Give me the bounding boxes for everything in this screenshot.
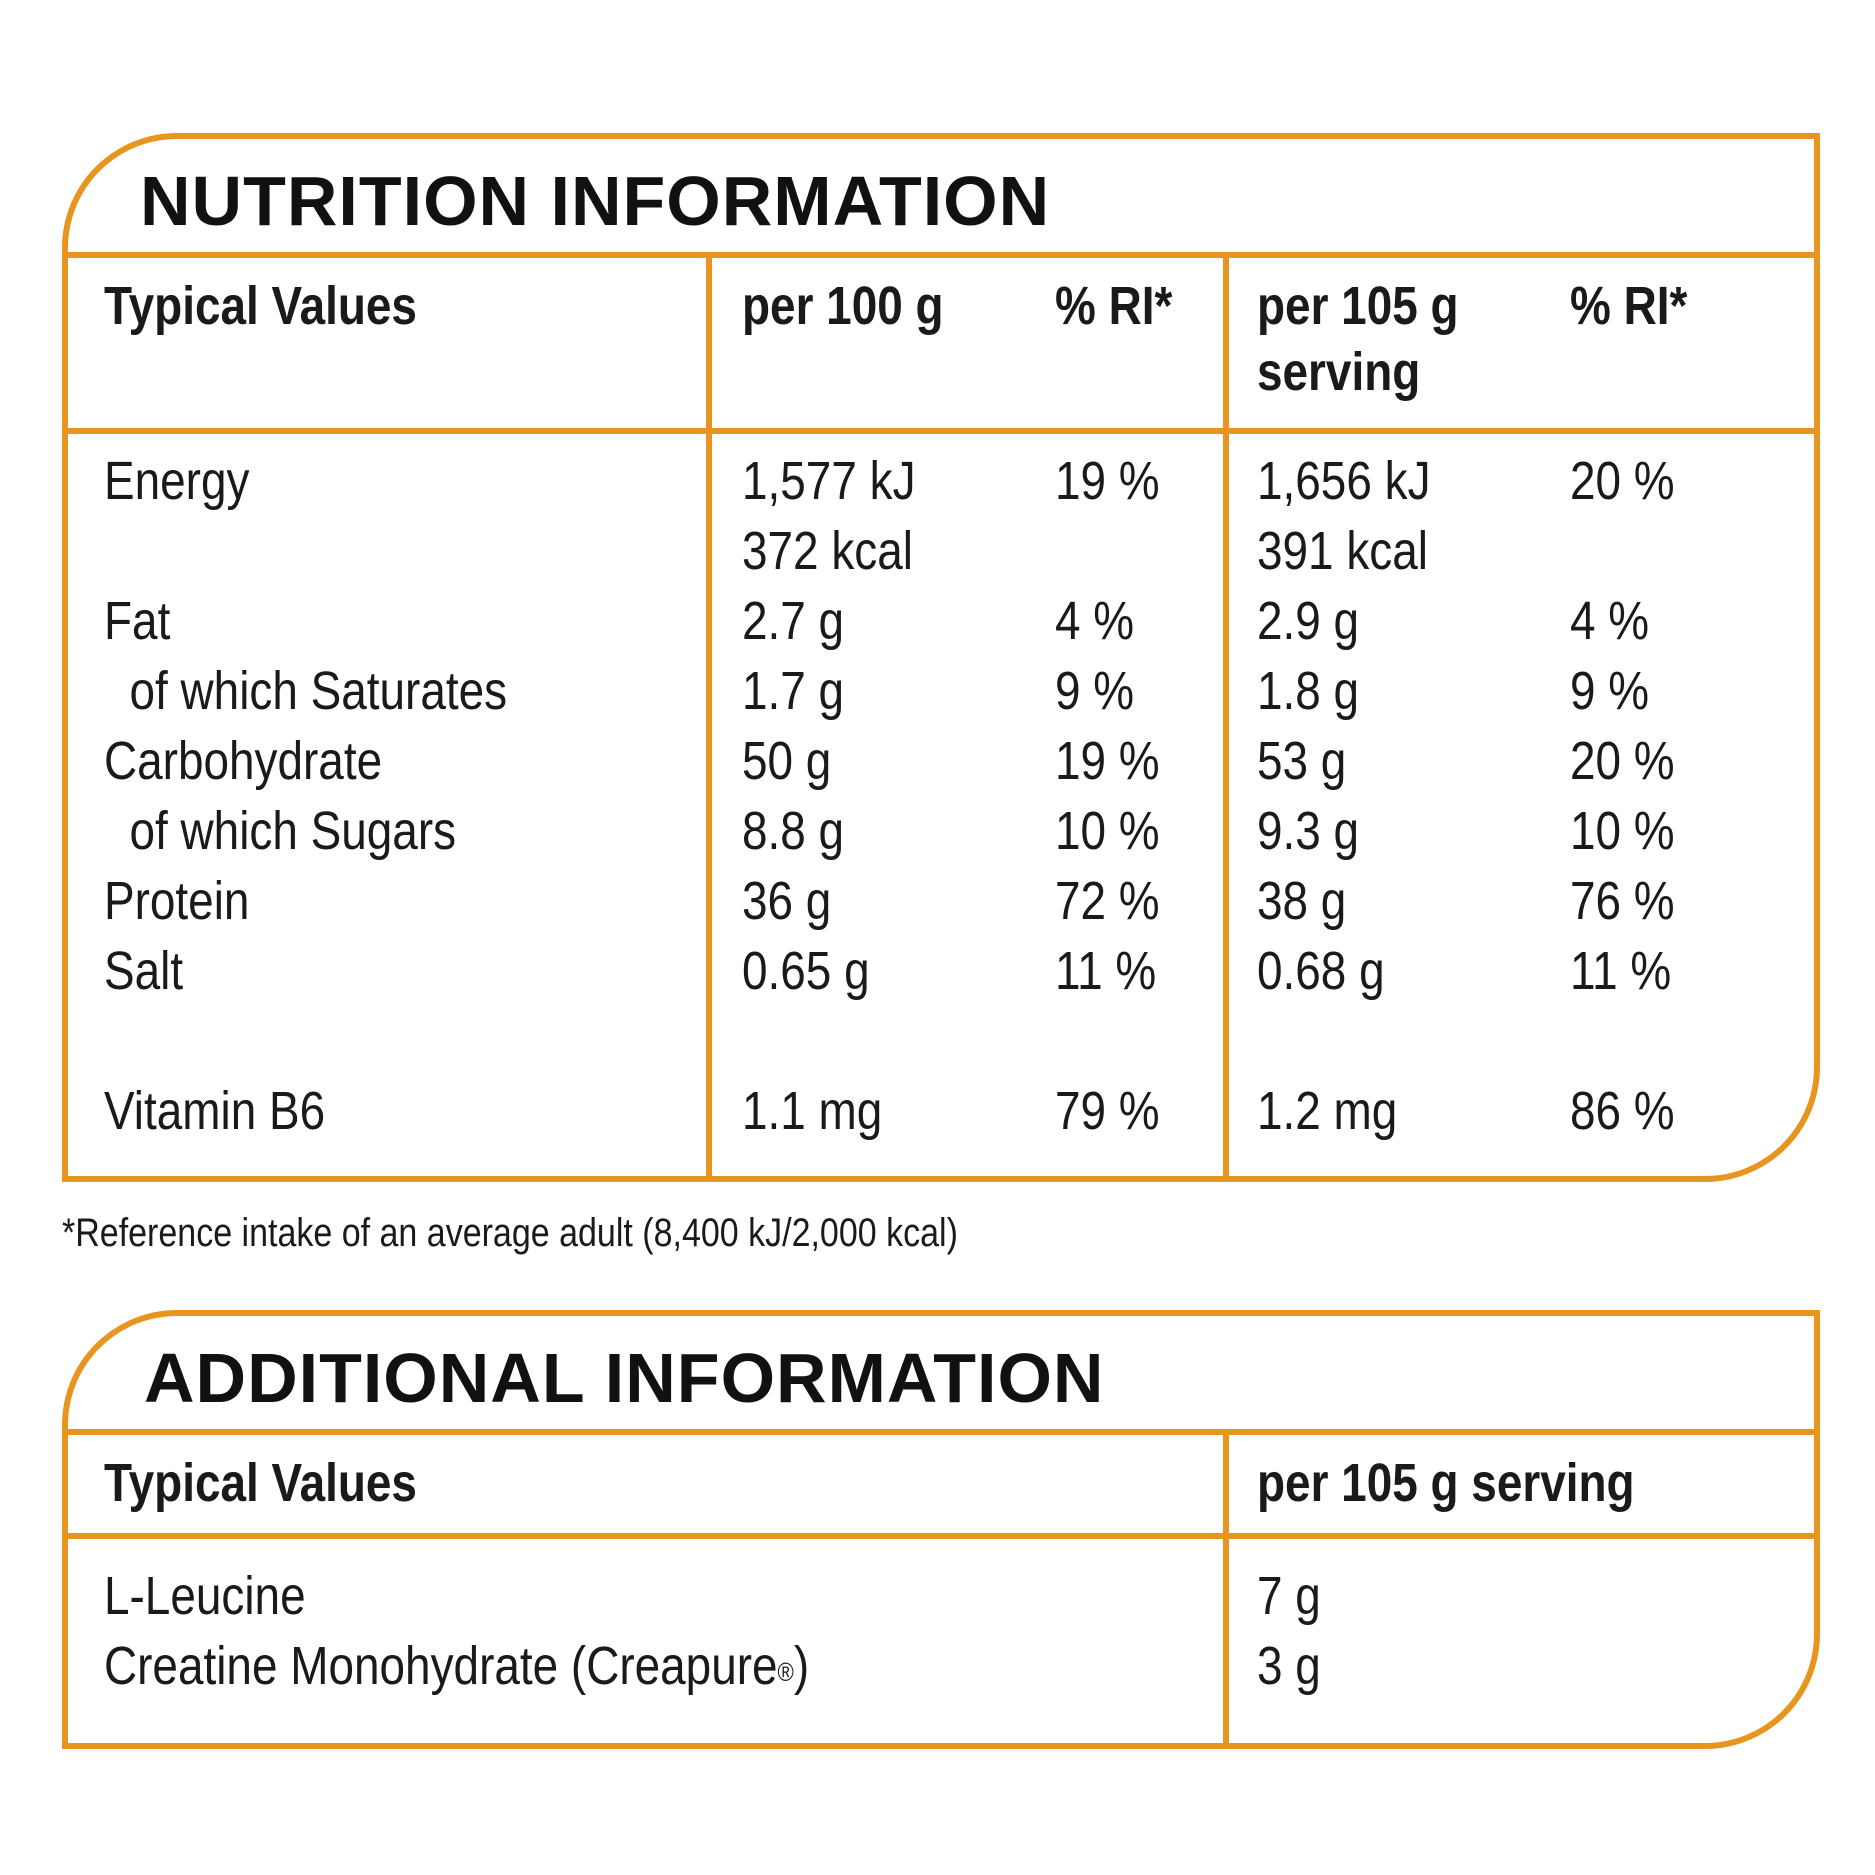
additional-item-value: 7 g bbox=[1257, 1566, 1321, 1626]
per-105g-value: 391 kcal bbox=[1257, 521, 1428, 581]
ri-100g-value: 9 % bbox=[1055, 661, 1135, 721]
additional-item-name-text: Creatine Monohydrate (Creapure bbox=[104, 1636, 778, 1696]
header-per-105g-line2: serving bbox=[1257, 342, 1421, 402]
nutrient-names-column: Energy Fat of which Saturates Carbohydra… bbox=[104, 446, 507, 1146]
nutrient-name: Vitamin B6 bbox=[104, 1081, 326, 1141]
nutrient-name: Fat bbox=[104, 591, 171, 651]
additional-item-name: Creatine Monohydrate (Creapure®) bbox=[104, 1631, 809, 1701]
nutrition-panel: NUTRITION INFORMATION Typical Values per… bbox=[62, 133, 1820, 1182]
nutrition-title: NUTRITION INFORMATION bbox=[140, 162, 1051, 240]
per-105g-value: 53 g bbox=[1257, 731, 1347, 791]
nutrition-header-divider bbox=[68, 428, 1814, 434]
reference-intake-footnote: *Reference intake of an average adult (8… bbox=[62, 1211, 958, 1255]
registered-mark: ® bbox=[777, 1657, 794, 1687]
nutrient-name bbox=[104, 516, 507, 586]
additional-values-column: 7 g 3 g bbox=[1257, 1561, 1321, 1701]
header-ri-100g: % RI* bbox=[1055, 276, 1173, 336]
per-105g-column: 1,656 kJ 391 kcal 2.9 g 1.8 g 53 g 9.3 g… bbox=[1257, 446, 1431, 1146]
per-100g-column: 1,577 kJ 372 kcal 2.7 g 1.7 g 50 g 8.8 g… bbox=[742, 446, 916, 1146]
ri-105g-value: 4 % bbox=[1570, 591, 1650, 651]
ri-105g-value: 9 % bbox=[1570, 661, 1650, 721]
additional-column-divider bbox=[1223, 1429, 1229, 1743]
nutrient-name: of which Sugars bbox=[129, 801, 457, 861]
per-100g-value: 0.65 g bbox=[742, 941, 870, 1001]
additional-item-name-suffix: ) bbox=[793, 1636, 810, 1696]
per-100g-value: 1.7 g bbox=[742, 661, 845, 721]
additional-item-value: 3 g bbox=[1257, 1636, 1321, 1696]
additional-header-typical-values: Typical Values bbox=[104, 1453, 417, 1513]
per-105g-value: 9.3 g bbox=[1257, 801, 1360, 861]
ri-100g-column: 19 % 4 % 9 % 19 % 10 % 72 % 11 % 79 % bbox=[1055, 446, 1160, 1146]
per-100g-value: 50 g bbox=[742, 731, 832, 791]
ri-105g-value: 20 % bbox=[1570, 451, 1675, 511]
per-105g-value: 1,656 kJ bbox=[1257, 451, 1431, 511]
per-105g-value: 0.68 g bbox=[1257, 941, 1385, 1001]
ri-105g-column: 20 % 4 % 9 % 20 % 10 % 76 % 11 % 86 % bbox=[1570, 446, 1675, 1146]
per-100g-value: 8.8 g bbox=[742, 801, 845, 861]
additional-title-divider bbox=[68, 1429, 1814, 1435]
ri-100g-value: 19 % bbox=[1055, 451, 1160, 511]
per-100g-value: 2.7 g bbox=[742, 591, 845, 651]
per-100g-value: 1.1 mg bbox=[742, 1081, 883, 1141]
nutrient-name: Energy bbox=[104, 451, 250, 511]
per-105g-value: 2.9 g bbox=[1257, 591, 1360, 651]
additional-header-per-105g: per 105 g serving bbox=[1257, 1453, 1635, 1513]
nutrition-column-divider-1 bbox=[706, 252, 712, 1176]
ri-100g-value: 72 % bbox=[1055, 871, 1160, 931]
header-ri-105g: % RI* bbox=[1570, 276, 1688, 336]
ri-105g-value: 10 % bbox=[1570, 801, 1675, 861]
ri-105g-value: 76 % bbox=[1570, 871, 1675, 931]
nutrient-name: Protein bbox=[104, 871, 250, 931]
per-100g-value: 36 g bbox=[742, 871, 832, 931]
per-100g-value: 1,577 kJ bbox=[742, 451, 916, 511]
nutrient-name: Salt bbox=[104, 941, 184, 1001]
per-100g-value: 372 kcal bbox=[742, 521, 913, 581]
ri-100g-value: 10 % bbox=[1055, 801, 1160, 861]
additional-names-column: L-Leucine Creatine Monohydrate (Creapure… bbox=[104, 1561, 809, 1701]
nutrient-name: Carbohydrate bbox=[104, 731, 383, 791]
ri-105g-value: 20 % bbox=[1570, 731, 1675, 791]
header-per-105g: per 105 g serving bbox=[1257, 273, 1459, 405]
ri-100g-value: 79 % bbox=[1055, 1081, 1160, 1141]
nutrition-title-divider bbox=[68, 252, 1814, 258]
header-typical-values: Typical Values bbox=[104, 276, 417, 336]
per-105g-value: 38 g bbox=[1257, 871, 1347, 931]
per-105g-value: 1.2 mg bbox=[1257, 1081, 1398, 1141]
additional-panel: ADDITIONAL INFORMATION Typical Values pe… bbox=[62, 1310, 1820, 1749]
nutrition-column-divider-2 bbox=[1223, 252, 1229, 1176]
ri-100g-value: 4 % bbox=[1055, 591, 1135, 651]
additional-header-divider bbox=[68, 1533, 1814, 1539]
additional-item-name: L-Leucine bbox=[104, 1566, 306, 1626]
ri-100g-value: 19 % bbox=[1055, 731, 1160, 791]
ri-105g-value: 11 % bbox=[1570, 941, 1672, 1001]
ri-105g-value bbox=[1570, 516, 1675, 586]
ri-100g-value: 11 % bbox=[1055, 941, 1157, 1001]
ri-100g-value bbox=[1055, 516, 1160, 586]
header-per-105g-line1: per 105 g bbox=[1257, 276, 1459, 336]
header-per-100g: per 100 g bbox=[742, 276, 944, 336]
nutrient-name: of which Saturates bbox=[129, 661, 508, 721]
ri-105g-value: 86 % bbox=[1570, 1081, 1675, 1141]
per-105g-value: 1.8 g bbox=[1257, 661, 1360, 721]
additional-title: ADDITIONAL INFORMATION bbox=[144, 1339, 1105, 1417]
